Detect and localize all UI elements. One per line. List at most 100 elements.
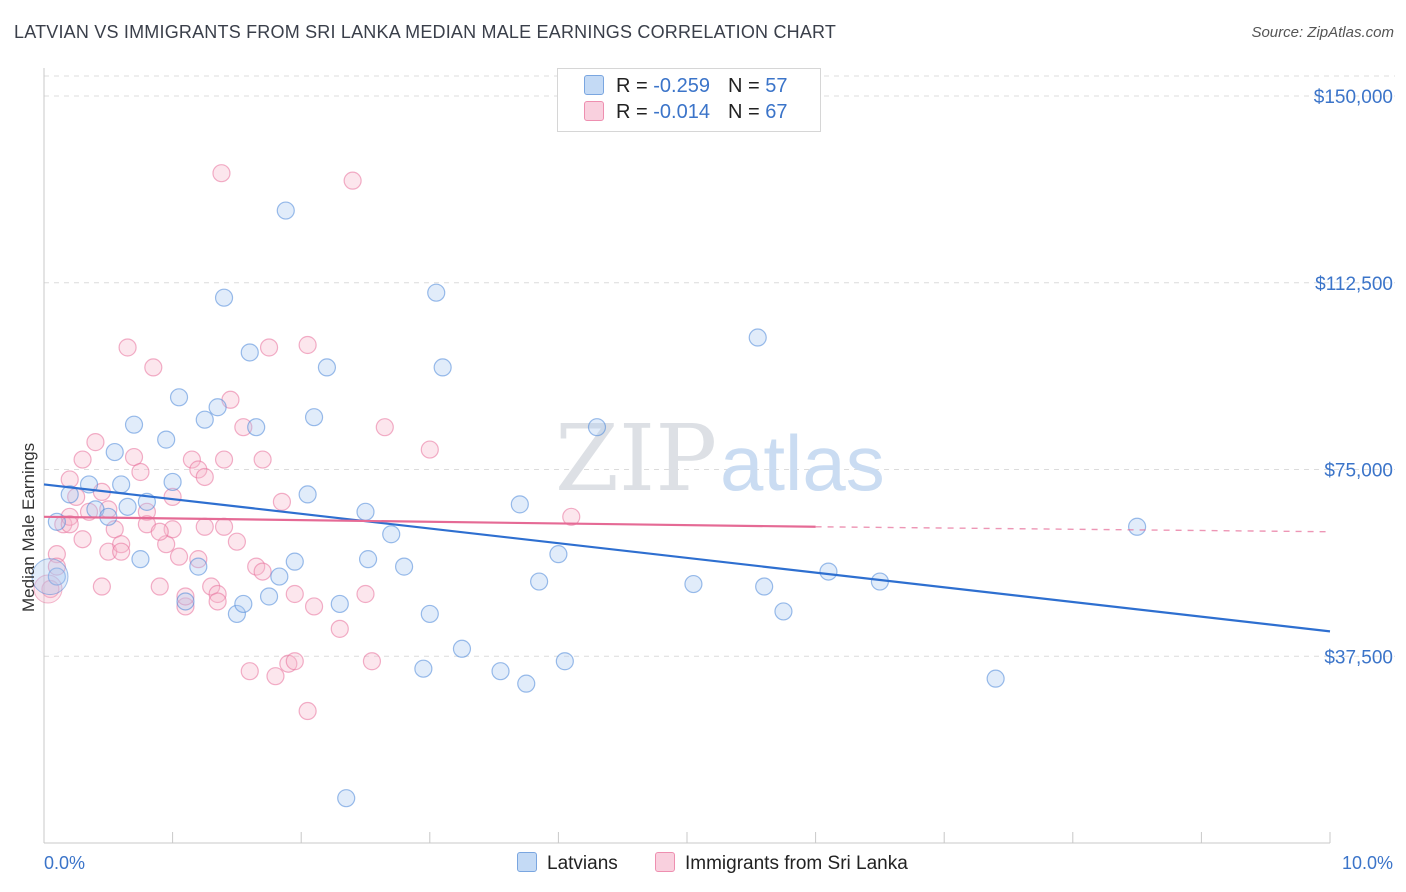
data-point-cluster [31,558,69,596]
data-point [266,667,285,686]
data-point [330,619,349,638]
data-point [169,388,189,407]
data-point [202,577,221,596]
data-point [774,602,793,621]
data-point [157,430,176,449]
data-point [124,415,144,434]
data-point [240,662,259,681]
data-point [176,592,195,611]
data-point [517,674,536,693]
data-point [330,594,349,614]
y-tick-label: $150,000 [1314,87,1393,108]
data-point [86,433,105,452]
data-point [234,418,253,437]
data-point [298,485,317,504]
data-point [414,659,433,678]
data-point [285,584,304,604]
data-point [73,530,92,549]
y-tick-label: $37,500 [1324,647,1393,668]
data-point [530,572,549,591]
data-point [394,557,414,576]
data-point [819,562,838,581]
watermark-atlas: atlas [720,419,885,507]
data-point [356,502,375,521]
bottom-legend-swatch-sri-lanka [655,852,675,872]
data-point [112,475,131,494]
data-point [214,450,234,469]
legend-r-label: R = [616,101,648,123]
data-point [195,517,214,536]
data-point [131,550,150,569]
data-point [234,594,253,614]
data-point [358,550,378,569]
data-point [420,604,439,624]
data-point [587,418,607,437]
data-point [1127,517,1147,536]
data-point [420,440,439,459]
data-point [259,587,279,606]
data-point [163,487,182,506]
data-point [298,335,317,355]
trend-line-sri-lanka-extension [815,526,1331,533]
series-immigrants-sri-lanka [33,164,581,721]
legend-n-value: 57 [765,75,788,97]
bottom-legend-label: Immigrants from Sri Lanka [685,853,908,874]
data-point [562,507,581,526]
legend-swatch-latvians [584,75,604,95]
data-point [137,502,156,521]
data-point [60,485,79,504]
y-tick-label: $112,500 [1315,274,1393,295]
chart-title: LATVIAN VS IMMIGRANTS FROM SRI LANKA MED… [14,22,837,42]
data-point [452,639,472,658]
data-point [189,550,208,569]
data-point [73,450,92,469]
watermark-zip: ZIP [555,405,717,512]
x-tick-label-min: 0.0% [44,853,85,873]
data-point [433,358,452,377]
data-point [208,398,227,417]
data-point [253,562,272,581]
data-point [356,584,375,604]
bottom-legend-swatch-latvians [517,852,537,872]
data-point [112,542,131,561]
data-point [684,574,703,594]
legend-swatch-sri-lanka [584,101,604,121]
data-point [208,584,227,604]
data-point [212,164,231,183]
bottom-legend-latvians: Latvians [517,852,618,875]
data-point [748,328,767,347]
data-point [227,604,246,624]
data-point [304,597,324,616]
data-point [247,418,266,437]
data-point [362,652,382,671]
data-point [285,652,304,671]
legend-r-value: -0.259 [653,75,710,97]
data-point [259,338,279,357]
data-point [253,450,272,469]
bottom-legend-label: Latvians [547,853,618,874]
data-point [276,201,295,220]
data-point [118,338,137,357]
data-point [208,592,227,611]
data-point [124,447,144,467]
data-point [298,701,317,721]
y-tick-label: $75,000 [1324,461,1393,482]
data-point [304,408,324,427]
data-point [131,462,150,482]
trend-line-latvians [43,483,1331,633]
legend-row-sri-lanka: R = -0.014 N = 67 [584,101,787,125]
axes [43,68,1331,844]
data-point [195,467,214,487]
data-point [214,288,234,307]
data-point [150,577,169,596]
data-point [272,492,292,511]
data-point [343,171,362,190]
data-point [163,472,182,492]
legend-row-latvians: R = -0.259 N = 57 [584,75,787,99]
data-point [555,652,574,671]
data-point [182,450,201,469]
trend-line-sri-lanka [43,515,816,528]
data-point [176,597,195,616]
legend-n-label: N = [727,75,760,97]
data-point [375,418,394,437]
